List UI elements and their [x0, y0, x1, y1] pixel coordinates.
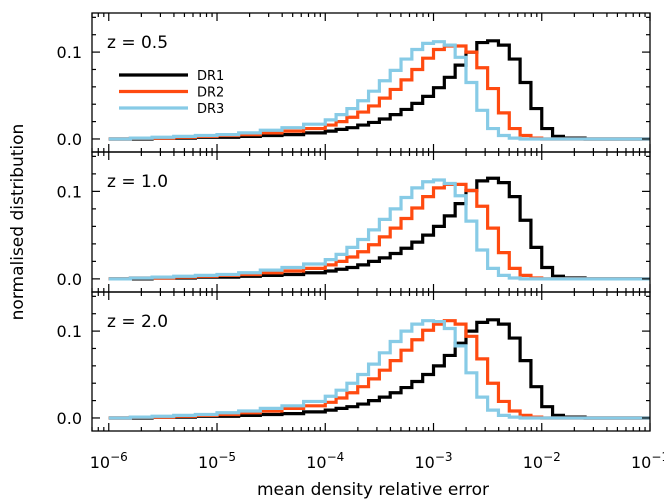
x-tick-label: 10−4	[306, 450, 344, 472]
legend-label-dr2: DR2	[197, 86, 224, 101]
series-dr3-line	[108, 40, 650, 141]
x-tick-label: 10−6	[90, 450, 128, 472]
panel-frame	[91, 12, 651, 153]
panel-1: 0.0 0.1 z = 0.5	[57, 12, 651, 153]
y-tick-label: 0.1	[57, 322, 82, 341]
x-tick-labels: 10−6 10−5 10−4 10−3 10−2 10−1	[90, 450, 664, 472]
legend-label-dr1: DR1	[197, 69, 224, 84]
series-dr2-line	[108, 319, 650, 420]
y-axis-title: normalised distribution	[8, 124, 28, 321]
series-dr3-line	[108, 178, 650, 281]
y-tick-label: 0.1	[57, 43, 82, 62]
y-tick-label: 0.0	[57, 270, 82, 289]
panel-label: z = 1.0	[107, 172, 168, 192]
x-tick-label: 10−2	[523, 450, 561, 472]
panel-label: z = 0.5	[107, 33, 168, 53]
y-tick-label: 0.0	[57, 130, 82, 149]
x-tick-label: 10−1	[631, 450, 664, 472]
x-tick-label: 10−5	[198, 450, 236, 472]
x-tick-label: 10−3	[414, 450, 452, 472]
y-tick-label: 0.1	[57, 182, 82, 201]
panel-frame	[91, 291, 651, 432]
panel-frame	[91, 151, 651, 293]
series-dr1-line	[108, 318, 650, 420]
legend-label-dr3: DR3	[197, 102, 224, 117]
panel-label: z = 2.0	[107, 312, 168, 332]
series-dr3-line	[108, 319, 650, 420]
panel-2: 0.0 0.1 z = 1.0	[57, 151, 651, 293]
panel-3: 0.0 0.1 z = 2.0	[57, 291, 651, 432]
y-tick-label: 0.0	[57, 409, 82, 428]
x-axis-title: mean density relative error	[257, 480, 489, 499]
series-dr2-line	[108, 182, 650, 281]
